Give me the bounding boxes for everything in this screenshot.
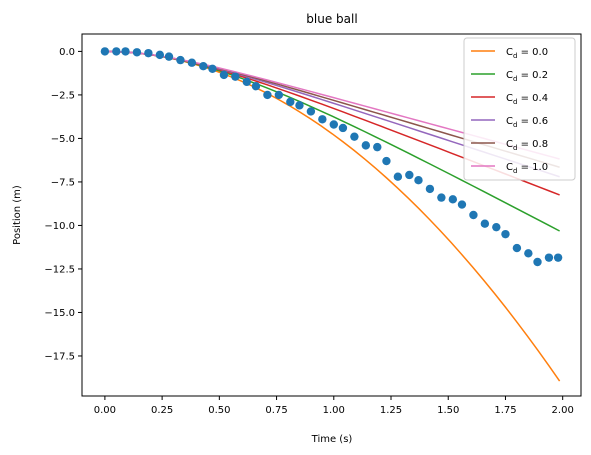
data-point bbox=[338, 123, 348, 133]
x-tick-label: 0.75 bbox=[265, 405, 287, 416]
data-point bbox=[263, 90, 272, 100]
data-point bbox=[524, 249, 533, 258]
data-point bbox=[132, 48, 142, 57]
x-axis-label: Time (s) bbox=[311, 434, 353, 445]
y-axis: 0.0 −2.5 −5.0 −7.5 −10.0 −12.5 −15.0 −17.5 bbox=[44, 47, 82, 362]
data-point bbox=[231, 72, 240, 81]
legend-label: Cd = 0.6 bbox=[506, 116, 548, 129]
plot-points bbox=[100, 47, 563, 267]
data-point bbox=[414, 175, 423, 185]
y-tick-label: −7.5 bbox=[51, 177, 75, 188]
data-point bbox=[393, 172, 403, 181]
data-point bbox=[373, 142, 382, 152]
y-tick-label: −15.0 bbox=[44, 308, 75, 319]
data-point bbox=[553, 253, 563, 262]
data-point bbox=[274, 90, 284, 100]
legend-label: Cd = 1.0 bbox=[506, 162, 548, 175]
y-tick-label: −5.0 bbox=[51, 134, 75, 145]
data-point bbox=[480, 219, 490, 228]
data-point bbox=[512, 243, 522, 253]
y-tick-label: −10.0 bbox=[44, 221, 75, 232]
x-tick-label: 0.25 bbox=[151, 405, 173, 416]
x-tick-label: 0.00 bbox=[94, 405, 116, 416]
data-point bbox=[199, 61, 208, 71]
x-tick-label: 0.50 bbox=[208, 405, 230, 416]
data-point bbox=[242, 77, 252, 87]
data-point bbox=[208, 64, 217, 74]
y-axis-label: Position (m) bbox=[12, 185, 23, 245]
data-point bbox=[306, 107, 316, 116]
data-point bbox=[176, 55, 185, 65]
legend-box bbox=[463, 37, 576, 181]
data-point bbox=[361, 141, 371, 150]
data-point bbox=[155, 50, 165, 60]
x-tick-label: 2.00 bbox=[552, 405, 574, 416]
x-tick-label: 1.75 bbox=[494, 405, 516, 416]
y-tick-label: −2.5 bbox=[51, 90, 75, 101]
data-point bbox=[350, 132, 359, 141]
data-point bbox=[164, 52, 174, 61]
data-point bbox=[295, 101, 304, 110]
data-point bbox=[457, 200, 467, 209]
legend-label: Cd = 0.8 bbox=[506, 139, 548, 152]
legend-label: Cd = 0.2 bbox=[506, 70, 548, 83]
chart-title: blue ball bbox=[306, 12, 357, 26]
data-point bbox=[492, 222, 501, 232]
data-point bbox=[121, 47, 130, 56]
legend-label: Cd = 0.0 bbox=[506, 47, 548, 60]
data-point bbox=[405, 170, 414, 180]
x-tick-label: 1.25 bbox=[380, 405, 402, 416]
data-point bbox=[251, 82, 261, 91]
y-tick-label: −12.5 bbox=[44, 264, 75, 275]
x-axis: 0.00 0.25 0.50 0.75 1.00 1.25 1.50 1.75 2.00 bbox=[94, 396, 574, 416]
data-point bbox=[533, 257, 542, 267]
plot-frame bbox=[81, 33, 582, 397]
legend-label: Cd = 0.4 bbox=[506, 93, 548, 106]
x-tick-label: 1.00 bbox=[323, 405, 345, 416]
data-point bbox=[100, 47, 110, 56]
data-point bbox=[112, 47, 121, 56]
data-point bbox=[144, 48, 153, 58]
data-point bbox=[219, 70, 229, 80]
y-tick-label: 0.0 bbox=[59, 47, 75, 58]
data-point bbox=[437, 193, 446, 202]
data-point bbox=[501, 229, 510, 239]
x-tick-label: 1.50 bbox=[437, 405, 459, 416]
data-point bbox=[544, 253, 554, 262]
data-point bbox=[329, 120, 338, 129]
data-point bbox=[469, 210, 478, 220]
legend: Cd = 0.0 Cd = 0.2 Cd = 0.4 Cd = 0.6 Cd = 0.8… bbox=[463, 37, 576, 181]
data-point bbox=[382, 156, 391, 166]
data-point bbox=[286, 97, 295, 107]
data-point bbox=[318, 115, 327, 124]
y-tick-label: −17.5 bbox=[44, 351, 75, 362]
data-point bbox=[187, 58, 197, 67]
data-point bbox=[448, 195, 458, 204]
data-point bbox=[425, 184, 435, 194]
